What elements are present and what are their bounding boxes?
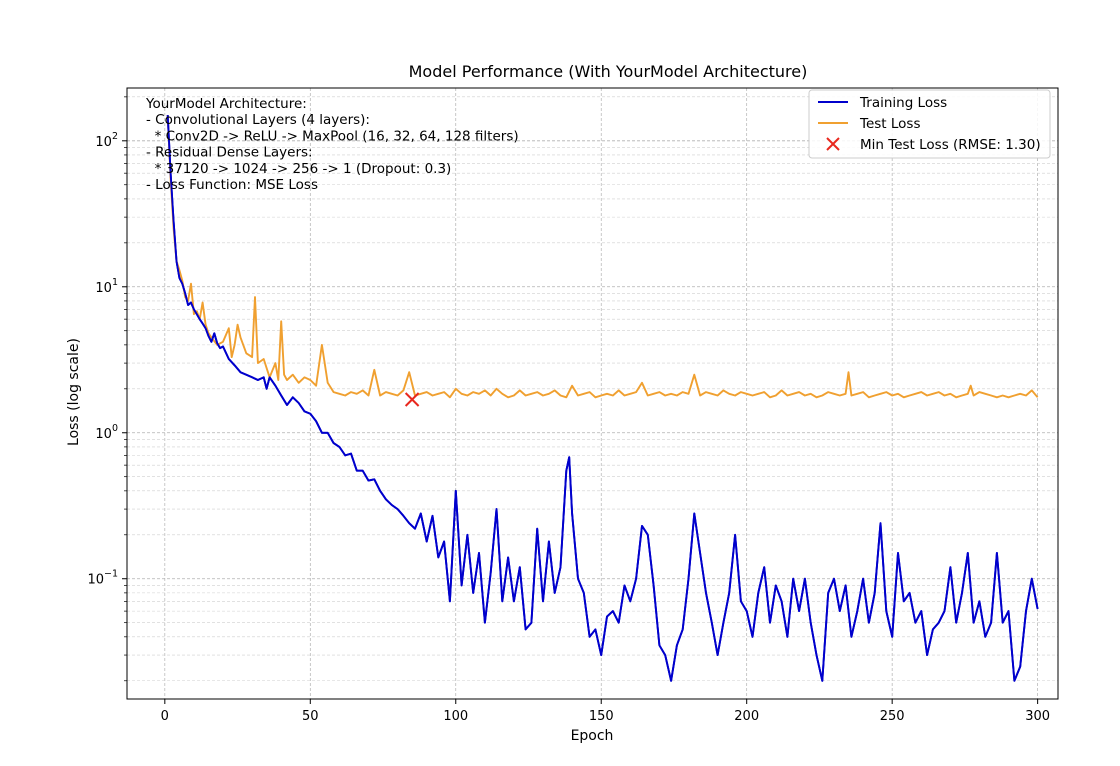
y-tick-label: 100	[95, 423, 118, 442]
legend-label: Test Loss	[859, 116, 921, 132]
min-marker-layer	[404, 392, 420, 407]
y-tick-label: 10−1	[87, 569, 118, 588]
y-tick-label: 101	[95, 277, 118, 296]
x-tick-label: 50	[302, 709, 319, 724]
annotation-line: * Conv2D -> ReLU -> MaxPool (16, 32, 64,…	[146, 128, 519, 144]
y-tick-label-exponent: 2	[112, 131, 118, 142]
y-tick-label-base: 10	[95, 135, 112, 150]
x-tick-label: 0	[161, 709, 169, 724]
y-tick-label-base: 10	[87, 573, 104, 588]
y-axis-label: Loss (log scale)	[66, 338, 82, 446]
annotation-line: - Residual Dense Layers:	[146, 145, 313, 161]
y-tick-label: 102	[95, 131, 118, 150]
legend-label: Training Loss	[859, 95, 947, 111]
x-tick-label: 250	[880, 709, 905, 724]
min-test-loss-marker	[404, 392, 420, 407]
y-tick-label-base: 10	[95, 281, 112, 296]
x-tick-label: 100	[443, 709, 468, 724]
y-tick-label-exponent: 1	[112, 277, 118, 288]
series-line-test-loss	[166, 115, 1039, 399]
annotation-line: YourModel Architecture:	[145, 96, 307, 112]
y-tick-label-base: 10	[95, 427, 112, 442]
x-tick-label: 200	[734, 709, 759, 724]
chart-title: Model Performance (With YourModel Archit…	[409, 62, 808, 81]
legend-marker-swatch	[826, 137, 840, 151]
legend-label: Min Test Loss (RMSE: 1.30)	[860, 137, 1041, 153]
annotation-line: * 37120 -> 1024 -> 256 -> 1 (Dropout: 0.…	[146, 161, 451, 177]
x-axis-label: Epoch	[571, 728, 614, 744]
x-tick-label: 150	[589, 709, 614, 724]
architecture-annotation: YourModel Architecture:- Convolutional L…	[145, 96, 519, 193]
y-tick-label-exponent: 0	[112, 423, 118, 434]
legend: Training Loss Test Loss Min Test Loss (RMS…	[808, 89, 1051, 159]
series-lines	[166, 115, 1039, 682]
x-tick-label: 300	[1025, 709, 1050, 724]
series-line-training-loss-top	[166, 115, 1039, 682]
legend-box	[808, 89, 1051, 159]
y-tick-label-exponent: −1	[104, 569, 118, 580]
plot-frame	[126, 87, 1059, 700]
annotation-line: - Convolutional Layers (4 layers):	[146, 112, 370, 128]
annotation-line: - Loss Function: MSE Loss	[146, 177, 318, 193]
